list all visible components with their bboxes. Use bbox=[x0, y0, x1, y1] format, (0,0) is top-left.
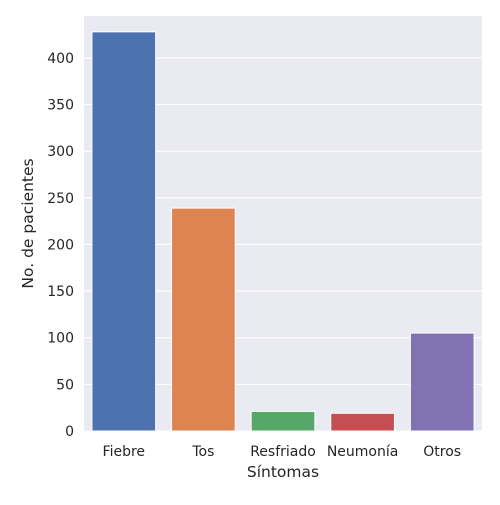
y-tick-label: 200 bbox=[47, 237, 74, 253]
y-tick-label: 350 bbox=[47, 98, 74, 114]
x-tick-label: Resfriado bbox=[250, 444, 316, 460]
y-tick-label: 50 bbox=[56, 377, 74, 393]
y-tick-label: 0 bbox=[65, 424, 74, 440]
bar-tos bbox=[171, 207, 236, 432]
bar-neumonía bbox=[330, 412, 395, 432]
x-tick-label: Tos bbox=[191, 444, 214, 460]
x-tick-label: Fiebre bbox=[103, 444, 146, 460]
y-tick-label: 100 bbox=[47, 331, 74, 347]
y-tick-label: 250 bbox=[47, 191, 74, 207]
y-axis-label: No. de pacientes bbox=[19, 158, 37, 288]
y-tick-label: 400 bbox=[47, 51, 74, 67]
x-tick-label: Otros bbox=[423, 444, 461, 460]
x-axis-ticks: Fiebre Tos Resfriado Neumonía Otros bbox=[103, 444, 462, 460]
bar-otros bbox=[409, 332, 475, 432]
x-tick-label: Neumonía bbox=[327, 444, 399, 460]
y-tick-label: 300 bbox=[47, 144, 74, 160]
x-axis-label: Síntomas bbox=[247, 463, 319, 481]
y-axis-ticks: 0 50 100 150 200 250 300 350 400 bbox=[47, 51, 74, 440]
bar-resfriado bbox=[250, 410, 316, 432]
bar-fiebre bbox=[91, 31, 157, 432]
bars bbox=[91, 31, 475, 432]
y-tick-label: 150 bbox=[47, 284, 74, 300]
